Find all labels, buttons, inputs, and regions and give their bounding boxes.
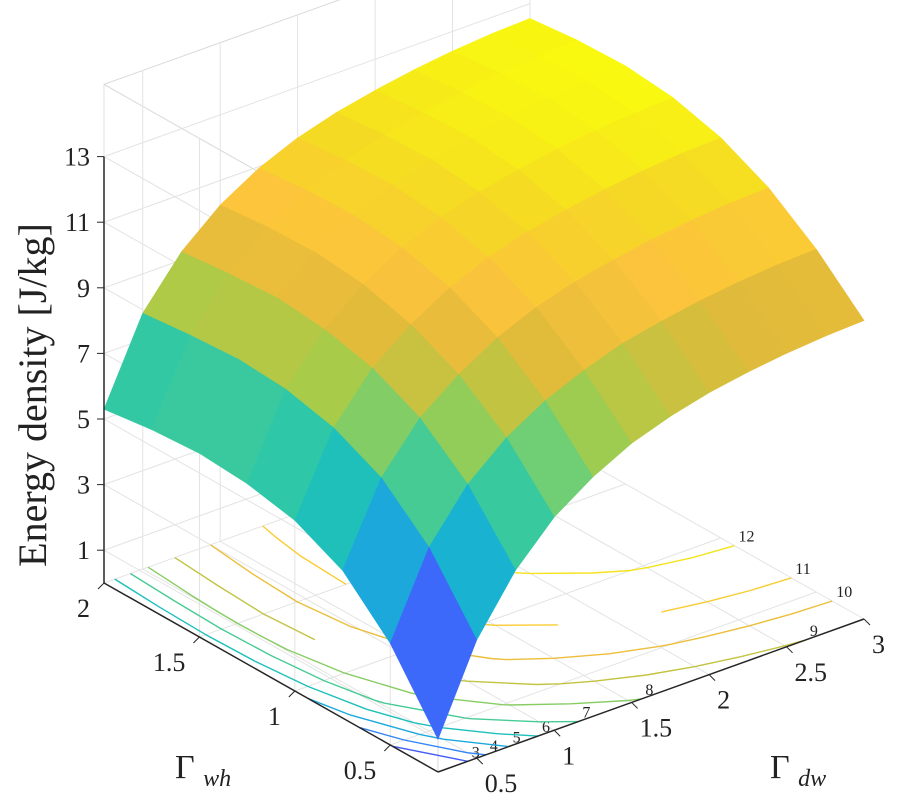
y-tick-mark (97, 582, 105, 590)
contour-label: 4 (490, 738, 498, 755)
contour-line-12 (366, 488, 735, 575)
contour-line-4 (359, 726, 486, 756)
z-tick-label: 1 (77, 536, 90, 565)
y-tick-label: 0.5 (344, 756, 377, 785)
x-tick-label: 2.5 (795, 658, 828, 687)
y-axis-label-symbol: Γ (175, 749, 195, 786)
x-tick-label: 1 (562, 741, 575, 770)
x-axis-label-subscript: dw (798, 766, 826, 792)
x-tick-mark (863, 618, 871, 626)
x-tick-mark (631, 702, 638, 709)
y-axis-label: Γ wh (175, 749, 231, 792)
z-axis-label: Energy density [J/kg] (10, 223, 55, 567)
x-tick-mark (708, 674, 716, 681)
grid-z-left (103, 549, 439, 740)
surface (103, 18, 865, 740)
x-tick-label: 2 (717, 686, 730, 715)
grid-y-floor (390, 591, 817, 746)
x-axis-label: Γ dw (770, 749, 826, 792)
grid-z-right (103, 3, 531, 158)
x-tick-mark (786, 646, 793, 654)
contour-line-5 (308, 698, 509, 748)
contour-label: 7 (582, 705, 590, 722)
contour-label: 5 (513, 730, 521, 747)
x-tick-mark (553, 729, 561, 737)
z-tick-label: 11 (65, 208, 90, 237)
y-tick-label: 1.5 (153, 648, 186, 677)
x-axis-label-symbol: Γ (770, 749, 790, 786)
contour-label: 8 (645, 682, 653, 699)
y-tick-mark (193, 636, 200, 644)
z-tick-label: 13 (64, 143, 90, 172)
x-tick-mark (476, 757, 484, 765)
contour-label: 12 (738, 529, 754, 546)
z-tick-label: 9 (77, 274, 90, 303)
y-tick-label: 2 (77, 594, 90, 623)
y-axis-label-subscript: wh (203, 766, 231, 792)
contour-line-3 (392, 745, 468, 762)
x-tick-label: 1.5 (640, 713, 673, 742)
z-tick-label: 5 (77, 405, 90, 434)
surface-patch (389, 546, 478, 740)
contour-label: 9 (810, 623, 818, 640)
x-tick-label: 0.5 (485, 769, 518, 798)
x-axis-line (437, 618, 865, 773)
y-tick-mark (383, 744, 391, 752)
z-tick-label: 7 (77, 339, 90, 368)
grid-y-floor (294, 537, 722, 692)
z-tick-label: 3 (77, 471, 90, 500)
contour-label: 10 (836, 584, 852, 601)
contour-label: 3 (472, 744, 480, 761)
contour-label: 11 (795, 561, 810, 578)
grid-z-left (103, 484, 439, 675)
x-tick-label: 3 (872, 630, 885, 659)
y-axis-line (103, 582, 439, 773)
contour-line-6 (114, 578, 539, 737)
contour-line-11 (262, 525, 792, 626)
contour-label: 6 (542, 719, 550, 736)
axes-lines (103, 156, 865, 773)
grid-x-floor (142, 568, 477, 759)
y-tick-label: 1 (268, 702, 281, 731)
y-tick-mark (288, 690, 296, 698)
